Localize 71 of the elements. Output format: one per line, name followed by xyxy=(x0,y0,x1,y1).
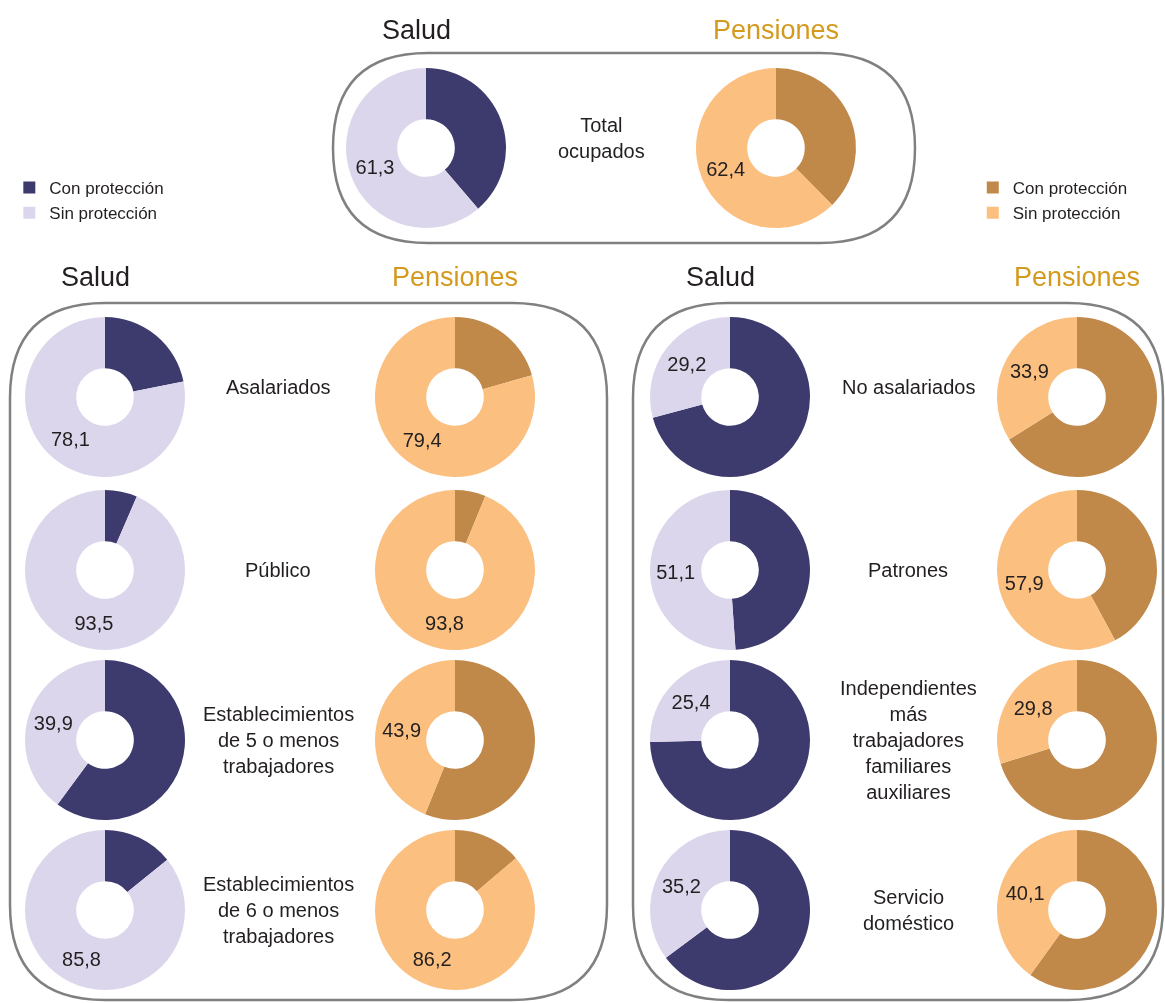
text: Público xyxy=(245,559,311,581)
data-label: 25,4 xyxy=(671,691,711,714)
chart-title: Pensiones xyxy=(1014,262,1141,292)
data-label: 39,9 xyxy=(33,712,73,735)
donut-slice xyxy=(105,830,168,892)
legend-label: Con protección xyxy=(49,179,164,199)
text: Establecimientos de 6 o menos trabajadores xyxy=(203,873,355,947)
chart-title: Pensiones xyxy=(392,262,519,292)
data-label: 40,1 xyxy=(1005,882,1045,905)
donut-slice xyxy=(25,317,185,477)
donut-slice xyxy=(650,660,730,743)
donut-slice xyxy=(375,830,535,990)
donut-slice xyxy=(346,68,479,228)
donut-slice xyxy=(25,490,185,650)
data-label: 43,9 xyxy=(382,718,422,741)
text: No asalariados xyxy=(842,376,976,398)
donut-slice xyxy=(1009,317,1157,477)
data-label: 93,8 xyxy=(425,612,464,635)
data-label: 29,2 xyxy=(667,352,707,375)
text: Patrones xyxy=(868,559,949,581)
data-label: 57,9 xyxy=(1004,572,1044,595)
chart-title: Pensiones xyxy=(713,15,840,45)
legend-label: Sin protección xyxy=(1012,204,1121,224)
data-label: 86,2 xyxy=(412,948,452,971)
data-label: 61,3 xyxy=(355,155,395,178)
data-label: 33,9 xyxy=(1009,359,1049,382)
data-label: 62,4 xyxy=(706,157,746,180)
donut-slice xyxy=(375,317,535,477)
text: Asalariados xyxy=(226,376,331,398)
text: Independientes más trabajadores familiares auxiliares xyxy=(840,677,977,803)
donut-slice xyxy=(997,660,1077,764)
legend-label: Con protección xyxy=(1012,179,1128,199)
donut-slice xyxy=(1000,660,1157,820)
data-label: 51,1 xyxy=(656,560,696,583)
donut-slice xyxy=(776,68,856,205)
text: Servicio doméstico xyxy=(863,886,955,934)
donut-slice xyxy=(105,317,184,392)
donut-slice xyxy=(25,830,185,990)
data-label: 93,5 xyxy=(74,612,114,635)
donut-slice xyxy=(997,490,1116,650)
chart-title: Salud xyxy=(686,262,756,292)
data-label: 85,8 xyxy=(62,948,101,971)
donut-slice xyxy=(650,830,730,958)
data-label: 29,8 xyxy=(1013,696,1053,719)
donut-slice xyxy=(730,490,810,650)
data-label: 78,1 xyxy=(50,428,90,451)
donut-slice xyxy=(375,490,535,650)
donut-slice xyxy=(652,317,810,477)
donut-slice xyxy=(105,490,137,544)
donut-slice xyxy=(375,660,455,815)
donut-slice xyxy=(425,660,535,820)
donut-slice xyxy=(455,317,532,390)
donut-slice xyxy=(455,830,516,892)
donut-slice xyxy=(696,68,833,228)
chart-title: Salud xyxy=(382,15,452,45)
donut-slice xyxy=(455,490,486,544)
text: Establecimientos de 5 o menos trabajadores xyxy=(203,703,355,777)
donut-slice xyxy=(25,660,105,805)
donut-slice xyxy=(997,317,1077,440)
donut-slice xyxy=(650,317,730,418)
donut-slice xyxy=(665,830,810,990)
donut-slice xyxy=(1077,490,1157,641)
donut-slice xyxy=(426,68,506,209)
donut-slice xyxy=(650,490,736,650)
donut-slice xyxy=(650,660,810,820)
data-label: 79,4 xyxy=(402,429,442,452)
chart-title: Salud xyxy=(61,262,131,292)
legend-label: Sin protección xyxy=(49,204,158,224)
donut-slice xyxy=(997,830,1077,976)
data-label: 35,2 xyxy=(661,874,701,897)
text: Total ocupados xyxy=(558,114,645,162)
